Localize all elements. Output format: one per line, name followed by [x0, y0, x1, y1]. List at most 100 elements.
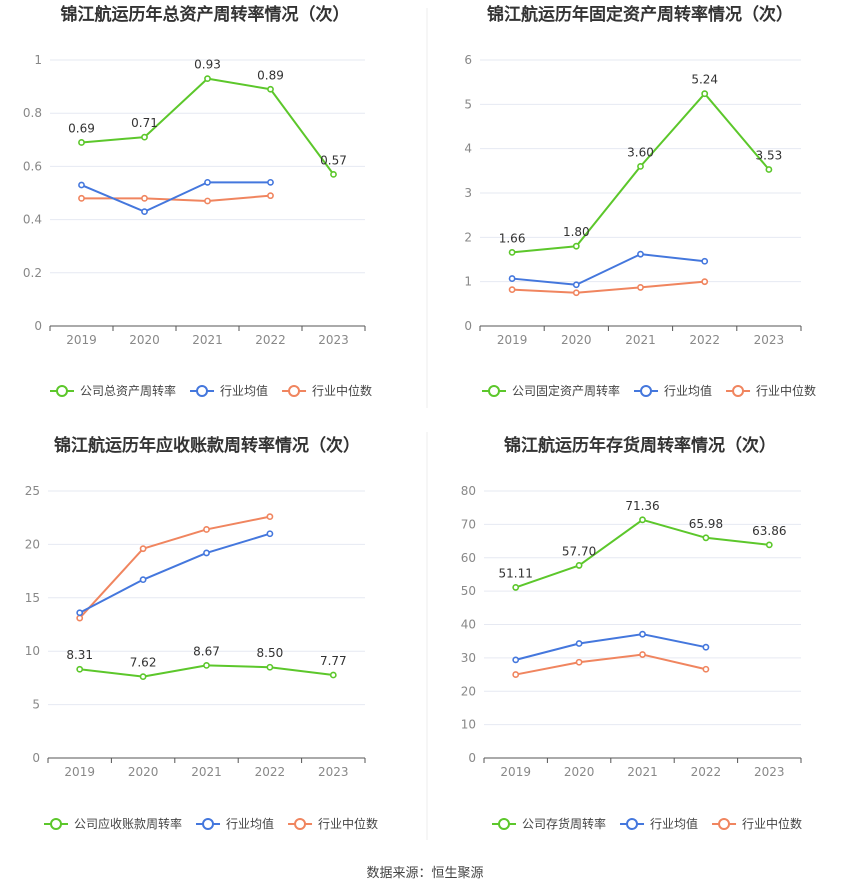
data-point-company [572, 242, 580, 250]
legend-label-median: 行业中位数 [756, 383, 816, 398]
x-tick-label: 2023 [318, 765, 349, 779]
data-point-average [512, 656, 520, 664]
x-tick-label: 2022 [255, 333, 286, 347]
data-point-company [78, 139, 85, 146]
x-tick-label: 2020 [564, 765, 595, 779]
x-tick-label: 2021 [191, 765, 222, 779]
legend-label-median: 行业中位数 [318, 816, 378, 831]
x-tick-label: 2022 [691, 765, 722, 779]
y-tick-label: 1 [34, 53, 42, 67]
data-point-company [575, 562, 583, 569]
x-tick-label: 2020 [561, 333, 592, 347]
series-line-median [512, 280, 705, 294]
x-tick-label: 2021 [625, 333, 656, 347]
data-point-median [701, 278, 709, 286]
y-tick-label: 50 [461, 584, 476, 598]
y-tick-label: 3 [464, 186, 472, 200]
chart-legend: 公司固定资产周转率 行业均值 行业中位数 [482, 383, 816, 398]
chart-legend: 公司总资产周转率 行业均值 行业中位数 [50, 383, 372, 398]
y-tick-label: 30 [461, 651, 476, 665]
x-tick-label: 2023 [754, 333, 785, 347]
data-point-median [141, 194, 148, 202]
y-tick-label: 4 [464, 142, 472, 156]
data-point-average [141, 208, 148, 216]
y-tick-label: 0.6 [23, 159, 42, 173]
data-point-company [765, 166, 773, 173]
chart-panel-2: 锦江航运历年固定资产周转率情况（次） 0 1 2 3 4 5 6 2019 2020 2021 202… [464, 4, 816, 398]
legend-marker-average [626, 818, 639, 830]
legend-marker-average [640, 385, 653, 397]
data-point-company [702, 534, 710, 542]
x-tick-label: 2019 [64, 765, 95, 779]
legend-label-average: 行业均值 [664, 383, 712, 398]
data-point-company [329, 671, 337, 679]
x-tick-label: 2019 [66, 333, 97, 347]
y-tick-label: 0 [468, 751, 476, 765]
chart-title: 锦江航运历年总资产周转率情况（次） [61, 4, 350, 25]
data-point-company [267, 85, 274, 93]
data-point-median [78, 194, 85, 202]
data-point-median [266, 513, 274, 521]
data-label: 1.80 [563, 225, 590, 239]
y-tick-label: 80 [461, 484, 476, 498]
legend-label-median: 行业中位数 [312, 383, 372, 398]
y-tick-label: 10 [461, 718, 476, 732]
y-tick-label: 25 [25, 484, 40, 498]
legend-label-average: 行业均值 [226, 816, 274, 831]
legend-label-company: 公司固定资产周转率 [512, 383, 620, 398]
data-label: 0.89 [257, 68, 284, 82]
data-label: 51.11 [499, 566, 533, 580]
data-label: 3.60 [627, 145, 654, 159]
chart-panel-4: 锦江航运历年存货周转率情况（次） 0 10 20 30 40 50 60 70 80 2019 202… [461, 435, 802, 831]
data-point-median [637, 284, 644, 291]
legend-label-company: 公司应收账款周转率 [74, 816, 182, 831]
data-label: 65.98 [689, 517, 723, 531]
data-point-median [639, 651, 646, 658]
legend-label-company: 公司总资产周转率 [80, 383, 176, 398]
chart-legend: 公司存货周转率 行业均值 行业中位数 [492, 816, 802, 831]
chart-title: 锦江航运历年应收账款周转率情况（次） [54, 435, 360, 456]
legend-marker-median [294, 818, 307, 830]
chart-legend: 公司应收账款周转率 行业均值 行业中位数 [44, 816, 378, 831]
data-point-median [508, 286, 516, 294]
data-point-average [266, 530, 274, 538]
data-label: 63.86 [752, 524, 786, 538]
y-tick-label: 5 [32, 698, 40, 712]
data-label: 8.31 [66, 648, 93, 662]
y-tick-label: 40 [461, 618, 476, 632]
legend-label-average: 行业均值 [650, 816, 698, 831]
data-point-average [267, 178, 274, 186]
data-point-company [139, 673, 147, 681]
data-label: 71.36 [625, 499, 659, 513]
data-label: 0.57 [320, 153, 347, 167]
data-label: 57.70 [562, 544, 596, 558]
chart-panel-3: 锦江航运历年应收账款周转率情况（次） 0 5 10 15 20 25 2019 2020 2021… [25, 435, 378, 831]
series-line-average [79, 532, 271, 614]
data-point-company [203, 662, 210, 669]
data-point-average [203, 549, 210, 557]
data-point-company [508, 249, 516, 256]
data-label: 1.66 [499, 231, 526, 245]
x-tick-label: 2019 [497, 333, 528, 347]
data-point-median [204, 197, 211, 205]
y-tick-label: 1 [464, 275, 472, 289]
data-point-company [204, 75, 211, 83]
data-label: 3.53 [756, 149, 783, 163]
series-line-average [512, 253, 705, 286]
data-point-company [266, 663, 274, 671]
y-tick-label: 0 [34, 319, 42, 333]
series-line-company [512, 92, 770, 254]
data-point-median [203, 526, 210, 533]
y-tick-label: 15 [25, 591, 40, 605]
data-point-company [639, 516, 646, 524]
legend-marker-company [50, 818, 62, 830]
legend-marker-company [498, 818, 510, 830]
y-tick-label: 0.4 [23, 213, 42, 227]
legend-marker-company [56, 385, 68, 397]
series-line-median [78, 515, 271, 619]
data-point-median [267, 192, 274, 200]
x-tick-label: 2023 [754, 765, 785, 779]
y-tick-label: 10 [25, 644, 40, 658]
legend-marker-average [202, 818, 215, 830]
